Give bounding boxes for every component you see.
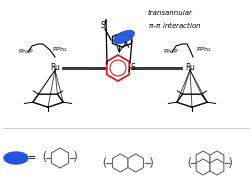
Text: transannular: transannular (148, 10, 193, 16)
Text: Ph$_2$P: Ph$_2$P (18, 48, 34, 57)
Text: (: ( (185, 156, 193, 170)
Text: (: ( (101, 156, 108, 170)
Polygon shape (210, 151, 224, 167)
Text: Ru: Ru (185, 64, 195, 73)
Ellipse shape (4, 152, 28, 164)
Polygon shape (112, 154, 128, 172)
Polygon shape (196, 151, 210, 167)
Text: =: = (28, 153, 36, 163)
Ellipse shape (114, 30, 134, 43)
Text: ): ) (72, 152, 80, 164)
Text: $\pi$–$\pi$ interaction: $\pi$–$\pi$ interaction (148, 20, 202, 30)
Text: ): ) (227, 156, 235, 170)
Text: (: ( (40, 152, 48, 164)
Text: Ru: Ru (50, 64, 60, 73)
Polygon shape (196, 159, 210, 175)
Text: Ph$_2$P: Ph$_2$P (163, 48, 179, 57)
Text: S: S (101, 22, 105, 30)
Text: ): ) (148, 156, 155, 170)
Text: PPh$_2$: PPh$_2$ (196, 46, 212, 54)
Text: PPh$_2$: PPh$_2$ (52, 46, 68, 54)
Polygon shape (210, 159, 224, 175)
Polygon shape (128, 154, 144, 172)
Polygon shape (51, 148, 69, 168)
Text: S: S (131, 64, 135, 73)
